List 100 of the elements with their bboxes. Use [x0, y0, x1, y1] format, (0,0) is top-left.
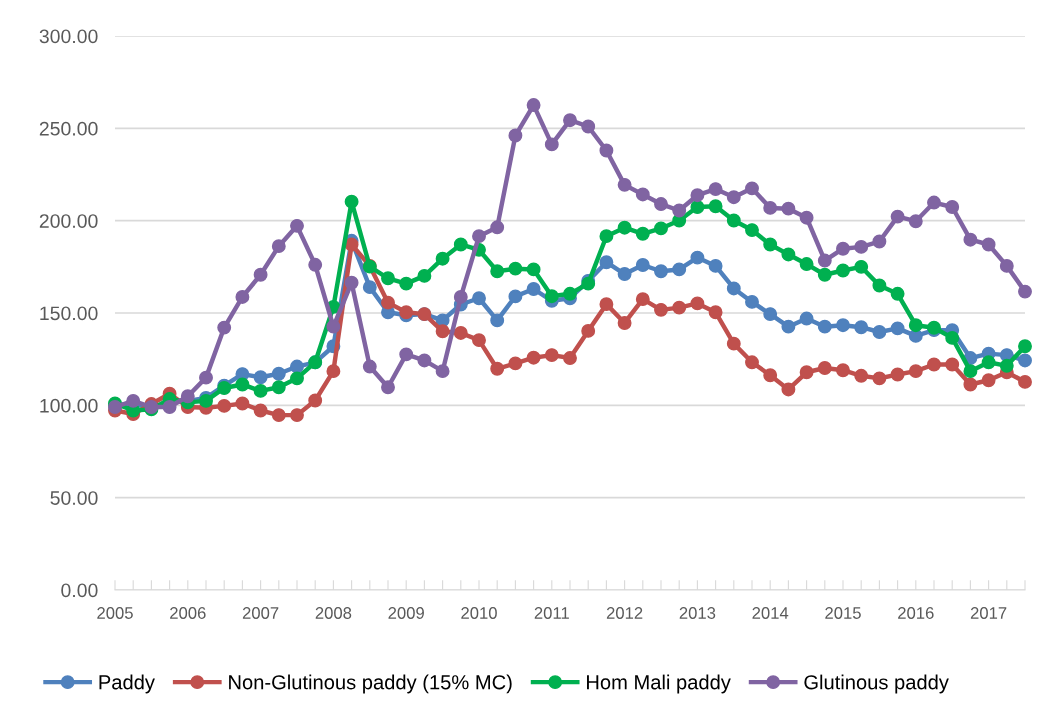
point: [217, 398, 232, 413]
point: [927, 357, 941, 372]
point: [708, 305, 723, 320]
point: [945, 330, 960, 345]
y-tick-label: 250.00: [39, 121, 98, 136]
point: [290, 359, 304, 374]
legend-label: Paddy: [99, 674, 155, 694]
point: [362, 280, 377, 295]
point: [599, 255, 614, 270]
point: [472, 333, 486, 348]
point: [817, 319, 832, 334]
point: [381, 380, 395, 395]
point: [271, 380, 286, 395]
point: [508, 289, 523, 304]
point: [435, 324, 450, 339]
point: [781, 382, 796, 397]
point: [253, 403, 268, 418]
point: [872, 234, 887, 249]
point: [763, 307, 778, 322]
point: [836, 263, 850, 278]
point: [180, 389, 195, 404]
point: [399, 276, 414, 291]
point: [617, 220, 632, 235]
point: [890, 209, 905, 224]
y-tick-label: 300.00: [39, 29, 98, 44]
point: [690, 296, 705, 311]
point: [817, 267, 832, 282]
point: [672, 203, 687, 218]
point: [235, 396, 250, 411]
point: [945, 357, 960, 372]
y-tick-label: 150.00: [40, 306, 98, 321]
point: [654, 221, 668, 236]
point: [253, 267, 268, 282]
point: [490, 313, 505, 328]
point: [581, 119, 596, 134]
legend-label: Glutinous paddy: [804, 674, 949, 694]
point: [908, 214, 923, 229]
point: [472, 229, 486, 244]
point: [308, 393, 323, 408]
point: [526, 262, 541, 277]
point: [854, 368, 869, 383]
point: [271, 366, 286, 381]
point: [435, 251, 450, 266]
point: [963, 364, 978, 379]
point: [999, 358, 1014, 373]
point: [745, 294, 759, 309]
point: [253, 370, 268, 385]
point: [563, 351, 577, 366]
point: [890, 321, 905, 336]
point: [672, 262, 687, 277]
point: [890, 286, 905, 301]
x-tick-label: 2010: [461, 607, 497, 619]
point: [635, 226, 650, 241]
point: [654, 302, 668, 317]
point: [981, 355, 996, 370]
point: [199, 370, 213, 385]
point: [854, 239, 869, 254]
point: [326, 364, 341, 379]
point: [617, 316, 632, 330]
point: [526, 350, 541, 365]
point: [381, 271, 395, 286]
point: [726, 336, 741, 351]
point: [799, 257, 814, 272]
x-tick-label: 2014: [752, 607, 789, 619]
point: [963, 232, 978, 247]
point: [235, 377, 250, 392]
point: [635, 187, 650, 202]
point: [890, 367, 905, 382]
y-tick-label: 0.00: [61, 583, 98, 598]
point: [271, 239, 286, 254]
point: [908, 364, 923, 379]
x-tick-label: 2011: [534, 607, 569, 619]
point: [799, 311, 814, 326]
point: [308, 257, 323, 272]
point: [708, 182, 723, 197]
y-tick-label: 50.00: [50, 491, 98, 505]
point: [599, 143, 614, 158]
point: [836, 241, 850, 256]
point: [235, 289, 250, 304]
point: [1018, 353, 1032, 368]
point: [872, 278, 887, 293]
point: [435, 364, 450, 379]
point: [690, 200, 705, 214]
point: [563, 286, 577, 301]
point: [453, 237, 468, 252]
point: [726, 281, 741, 296]
point: [872, 371, 887, 386]
point: [981, 373, 996, 388]
point: [672, 300, 687, 315]
x-tick-label: 2006: [170, 607, 206, 619]
point: [508, 261, 523, 276]
point: [745, 181, 759, 196]
x-tick-label: 2017: [970, 607, 1007, 619]
legend-label: Non-Glutinous paddy (15% MC): [229, 674, 512, 694]
point: [763, 200, 778, 215]
point: [781, 201, 796, 216]
point: [635, 258, 650, 272]
point: [544, 137, 559, 152]
point: [508, 128, 523, 143]
point: [617, 267, 632, 281]
